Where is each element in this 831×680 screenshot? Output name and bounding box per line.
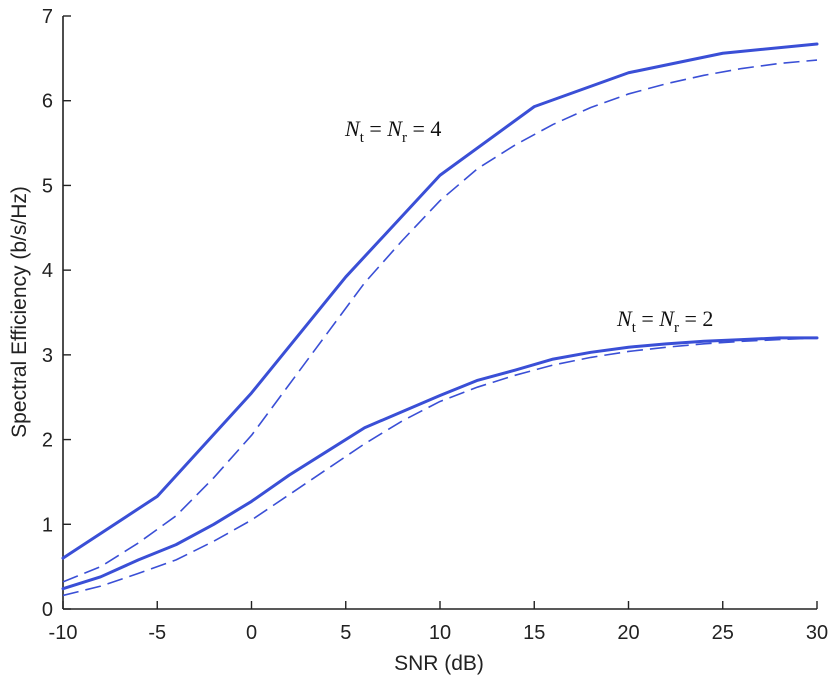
annotation-nt-nr-4: Nt = Nr = 4 <box>344 116 441 146</box>
annotation-nt-subscript: t <box>360 130 365 146</box>
x-tick-label: -5 <box>148 622 166 644</box>
annotation-nt-nr-2: Nt = Nr = 2 <box>616 306 713 336</box>
series-line-2-dashed <box>62 59 818 583</box>
annotation-equals-sign: = <box>679 306 702 331</box>
annotation-nr-subscript: r <box>674 320 679 336</box>
series-line-4-dashed <box>62 337 818 597</box>
y-tick-label: 2 <box>42 430 53 452</box>
y-tick-label: 5 <box>42 175 53 197</box>
x-tick-label: 5 <box>340 622 351 644</box>
x-tick-label: 10 <box>429 622 451 644</box>
annotation-value: 4 <box>430 116 441 141</box>
x-tick-label: -10 <box>49 622 78 644</box>
y-axis-label: Spectral Efficiency (b/s/Hz) <box>8 186 31 438</box>
annotation-nt-symbol: N <box>616 306 633 331</box>
annotation-equals-sign: = <box>636 306 659 331</box>
annotation-nr-subscript: r <box>402 130 407 146</box>
y-tick-label: 4 <box>42 260 53 282</box>
y-tick-label: 1 <box>42 514 53 536</box>
annotation-equals-sign: = <box>364 116 387 141</box>
series-layer <box>61 42 819 597</box>
y-tick-label: 3 <box>42 345 53 367</box>
annotation-value: 2 <box>702 306 713 331</box>
ticks-layer: -10 -5 0 5 10 15 20 25 30 0 1 2 3 4 5 6 7 <box>42 6 828 644</box>
series-line-3-solid <box>61 336 819 591</box>
series-line-1-solid <box>61 42 819 560</box>
y-tick-label: 6 <box>42 91 53 113</box>
annotation-nt-subscript: t <box>632 320 637 336</box>
annotation-nt-symbol: N <box>344 116 361 141</box>
annotation-equals-sign: = <box>407 116 430 141</box>
annotation-nr-symbol: N <box>386 116 403 141</box>
x-tick-label: 30 <box>806 622 828 644</box>
y-tick-label: 0 <box>42 599 53 621</box>
annotation-layer: Nt = Nr = 4 Nt = Nr = 2 <box>344 116 713 336</box>
x-tick-label: 0 <box>246 622 257 644</box>
x-axis-label: SNR (dB) <box>394 652 484 675</box>
x-tick-label: 20 <box>617 622 639 644</box>
x-tick-label: 25 <box>712 622 734 644</box>
x-tick-label: 15 <box>523 622 545 644</box>
y-tick-label: 7 <box>42 6 53 28</box>
annotation-nr-symbol: N <box>658 306 675 331</box>
